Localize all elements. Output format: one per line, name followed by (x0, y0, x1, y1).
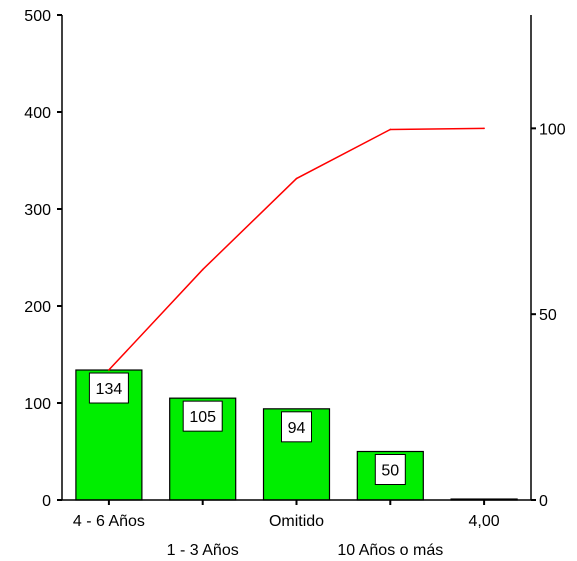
y2-tick-label: 50 (539, 307, 557, 324)
y-tick-label: 400 (24, 105, 51, 122)
cumulative-point (201, 268, 204, 271)
data-label-box (374, 454, 406, 485)
data-label-box (182, 400, 223, 432)
y-tick-label: 300 (24, 202, 51, 219)
x-tick-label: 10 Años o más (337, 542, 443, 559)
data-label: 94 (288, 420, 306, 437)
cumulative-line (108, 127, 485, 371)
data-label: 105 (189, 409, 216, 426)
data-label: 50 (381, 463, 399, 480)
y-tick-label: 100 (24, 396, 51, 413)
data-label-box (88, 372, 129, 404)
data-label-box (281, 411, 312, 443)
cumulative-point (295, 177, 298, 180)
axes-group: 0 100 200 300 400 500 0 50 100 4 - 6 Años 1 - 3 Añ… (24, 8, 566, 559)
y-tick-label: 200 (24, 299, 51, 316)
x-tick-label: 1 - 3 Años (167, 542, 239, 559)
y-tick-label: 0 (42, 493, 51, 510)
x-tick-label: 4,00 (469, 513, 500, 530)
x-tick-label: 4 - 6 Años (73, 513, 145, 530)
cumulative-point (389, 128, 392, 131)
x-tick-label: Omitido (269, 513, 324, 530)
y2-tick-label: 100 (539, 121, 566, 138)
y2-tick-label: 0 (539, 493, 548, 510)
cumulative-point (108, 369, 110, 371)
data-labels-group: 134 105 94 50 (88, 372, 406, 485)
cumulative-line-group (108, 127, 485, 371)
data-label: 134 (96, 381, 123, 398)
y-tick-label: 500 (24, 8, 51, 25)
cumulative-point (483, 127, 485, 130)
